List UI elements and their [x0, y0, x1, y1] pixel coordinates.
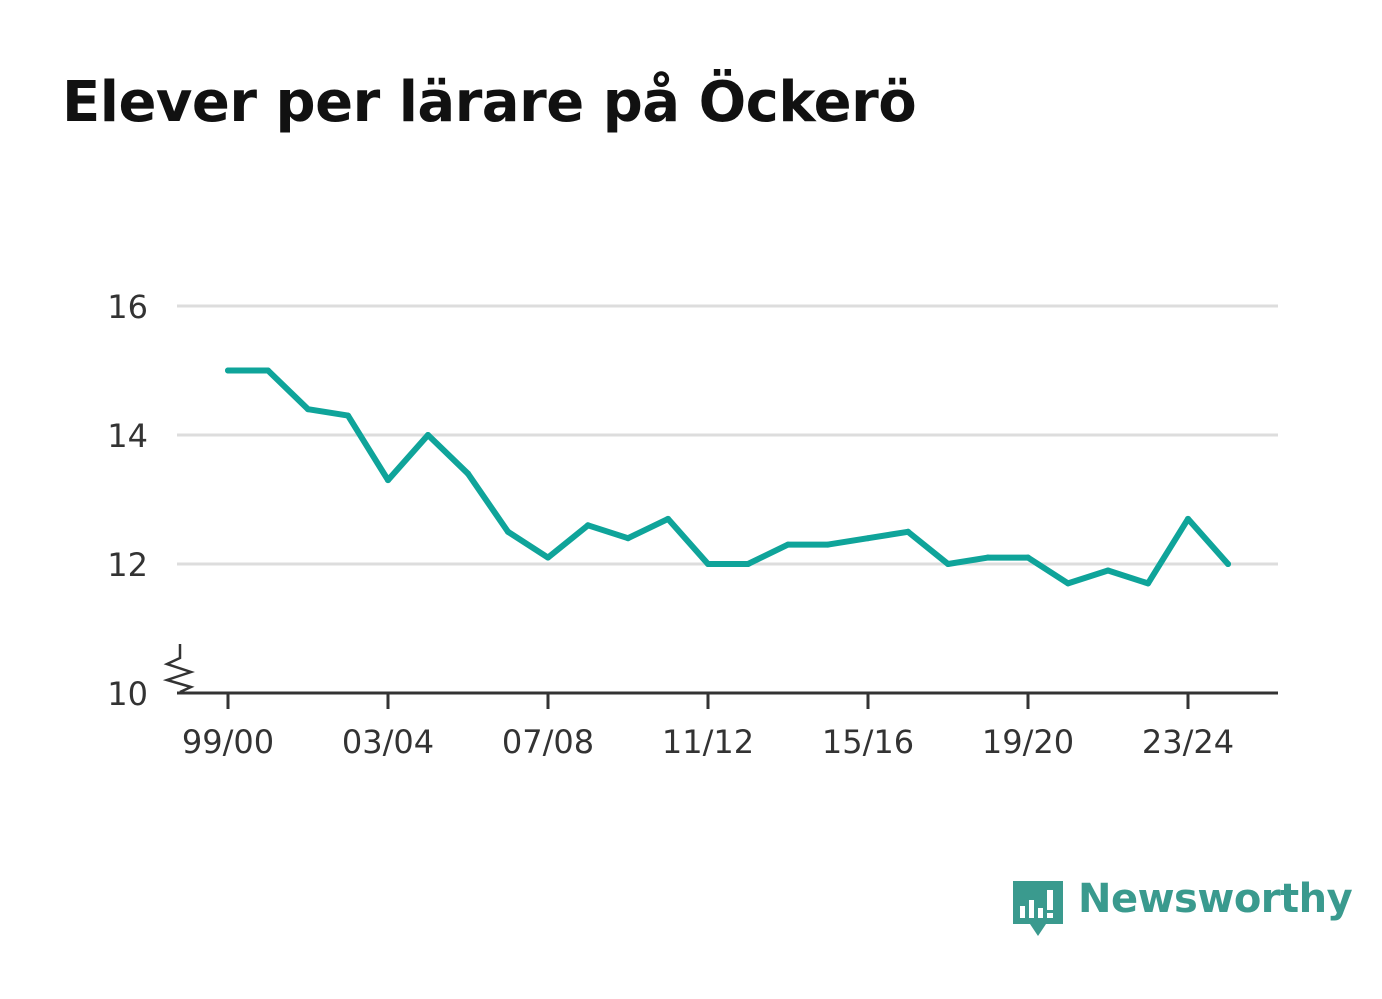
x-axis-ticks: 99/00 03/04 07/08 11/12 15/16 19/20 23/24	[182, 693, 1234, 761]
data-point	[545, 554, 551, 561]
x-tick-label: 99/00	[182, 723, 274, 761]
data-point	[705, 561, 711, 567]
data-point	[825, 541, 831, 548]
data-point	[1185, 515, 1191, 522]
data-point	[865, 535, 871, 542]
x-tick-label: 07/08	[502, 723, 594, 761]
series-line	[225, 367, 1231, 587]
grid-lines	[177, 304, 1278, 566]
y-axis-ticks: 10 12 14 16	[107, 288, 148, 713]
brand-name: Newsworthy	[1078, 876, 1353, 922]
data-point	[385, 477, 391, 484]
data-point	[1105, 567, 1111, 574]
data-point	[1065, 580, 1071, 587]
data-point	[1145, 580, 1151, 587]
data-point	[665, 515, 671, 522]
data-point	[745, 561, 751, 567]
series-lines	[225, 367, 1231, 587]
data-point	[505, 528, 511, 535]
y-tick-label: 10	[107, 675, 148, 713]
x-tick-label: 03/04	[342, 723, 434, 761]
data-point	[1025, 554, 1031, 561]
data-point	[465, 470, 471, 477]
y-tick-label: 12	[107, 546, 148, 584]
data-point	[985, 554, 991, 561]
data-point	[1225, 561, 1231, 567]
chart-title: Elever per lärare på Öckerö	[62, 70, 917, 135]
data-point	[225, 367, 231, 374]
x-tick-label: 19/20	[982, 723, 1074, 761]
data-point	[905, 528, 911, 535]
axis-break-zigzag	[162, 644, 195, 694]
y-tick-label: 16	[107, 288, 148, 326]
y-tick-label: 14	[107, 417, 148, 455]
y-axis-break-icon	[162, 644, 195, 694]
data-point	[345, 412, 351, 419]
data-point	[945, 561, 951, 567]
x-tick-label: 11/12	[662, 723, 754, 761]
data-point	[425, 432, 431, 438]
newsworthy-logo-icon	[1013, 881, 1063, 936]
x-tick-label: 23/24	[1142, 723, 1234, 761]
data-point	[305, 406, 311, 413]
data-point	[265, 367, 271, 374]
data-point	[625, 535, 631, 542]
x-tick-label: 15/16	[822, 723, 914, 761]
data-point	[585, 522, 591, 529]
data-point	[785, 541, 791, 548]
